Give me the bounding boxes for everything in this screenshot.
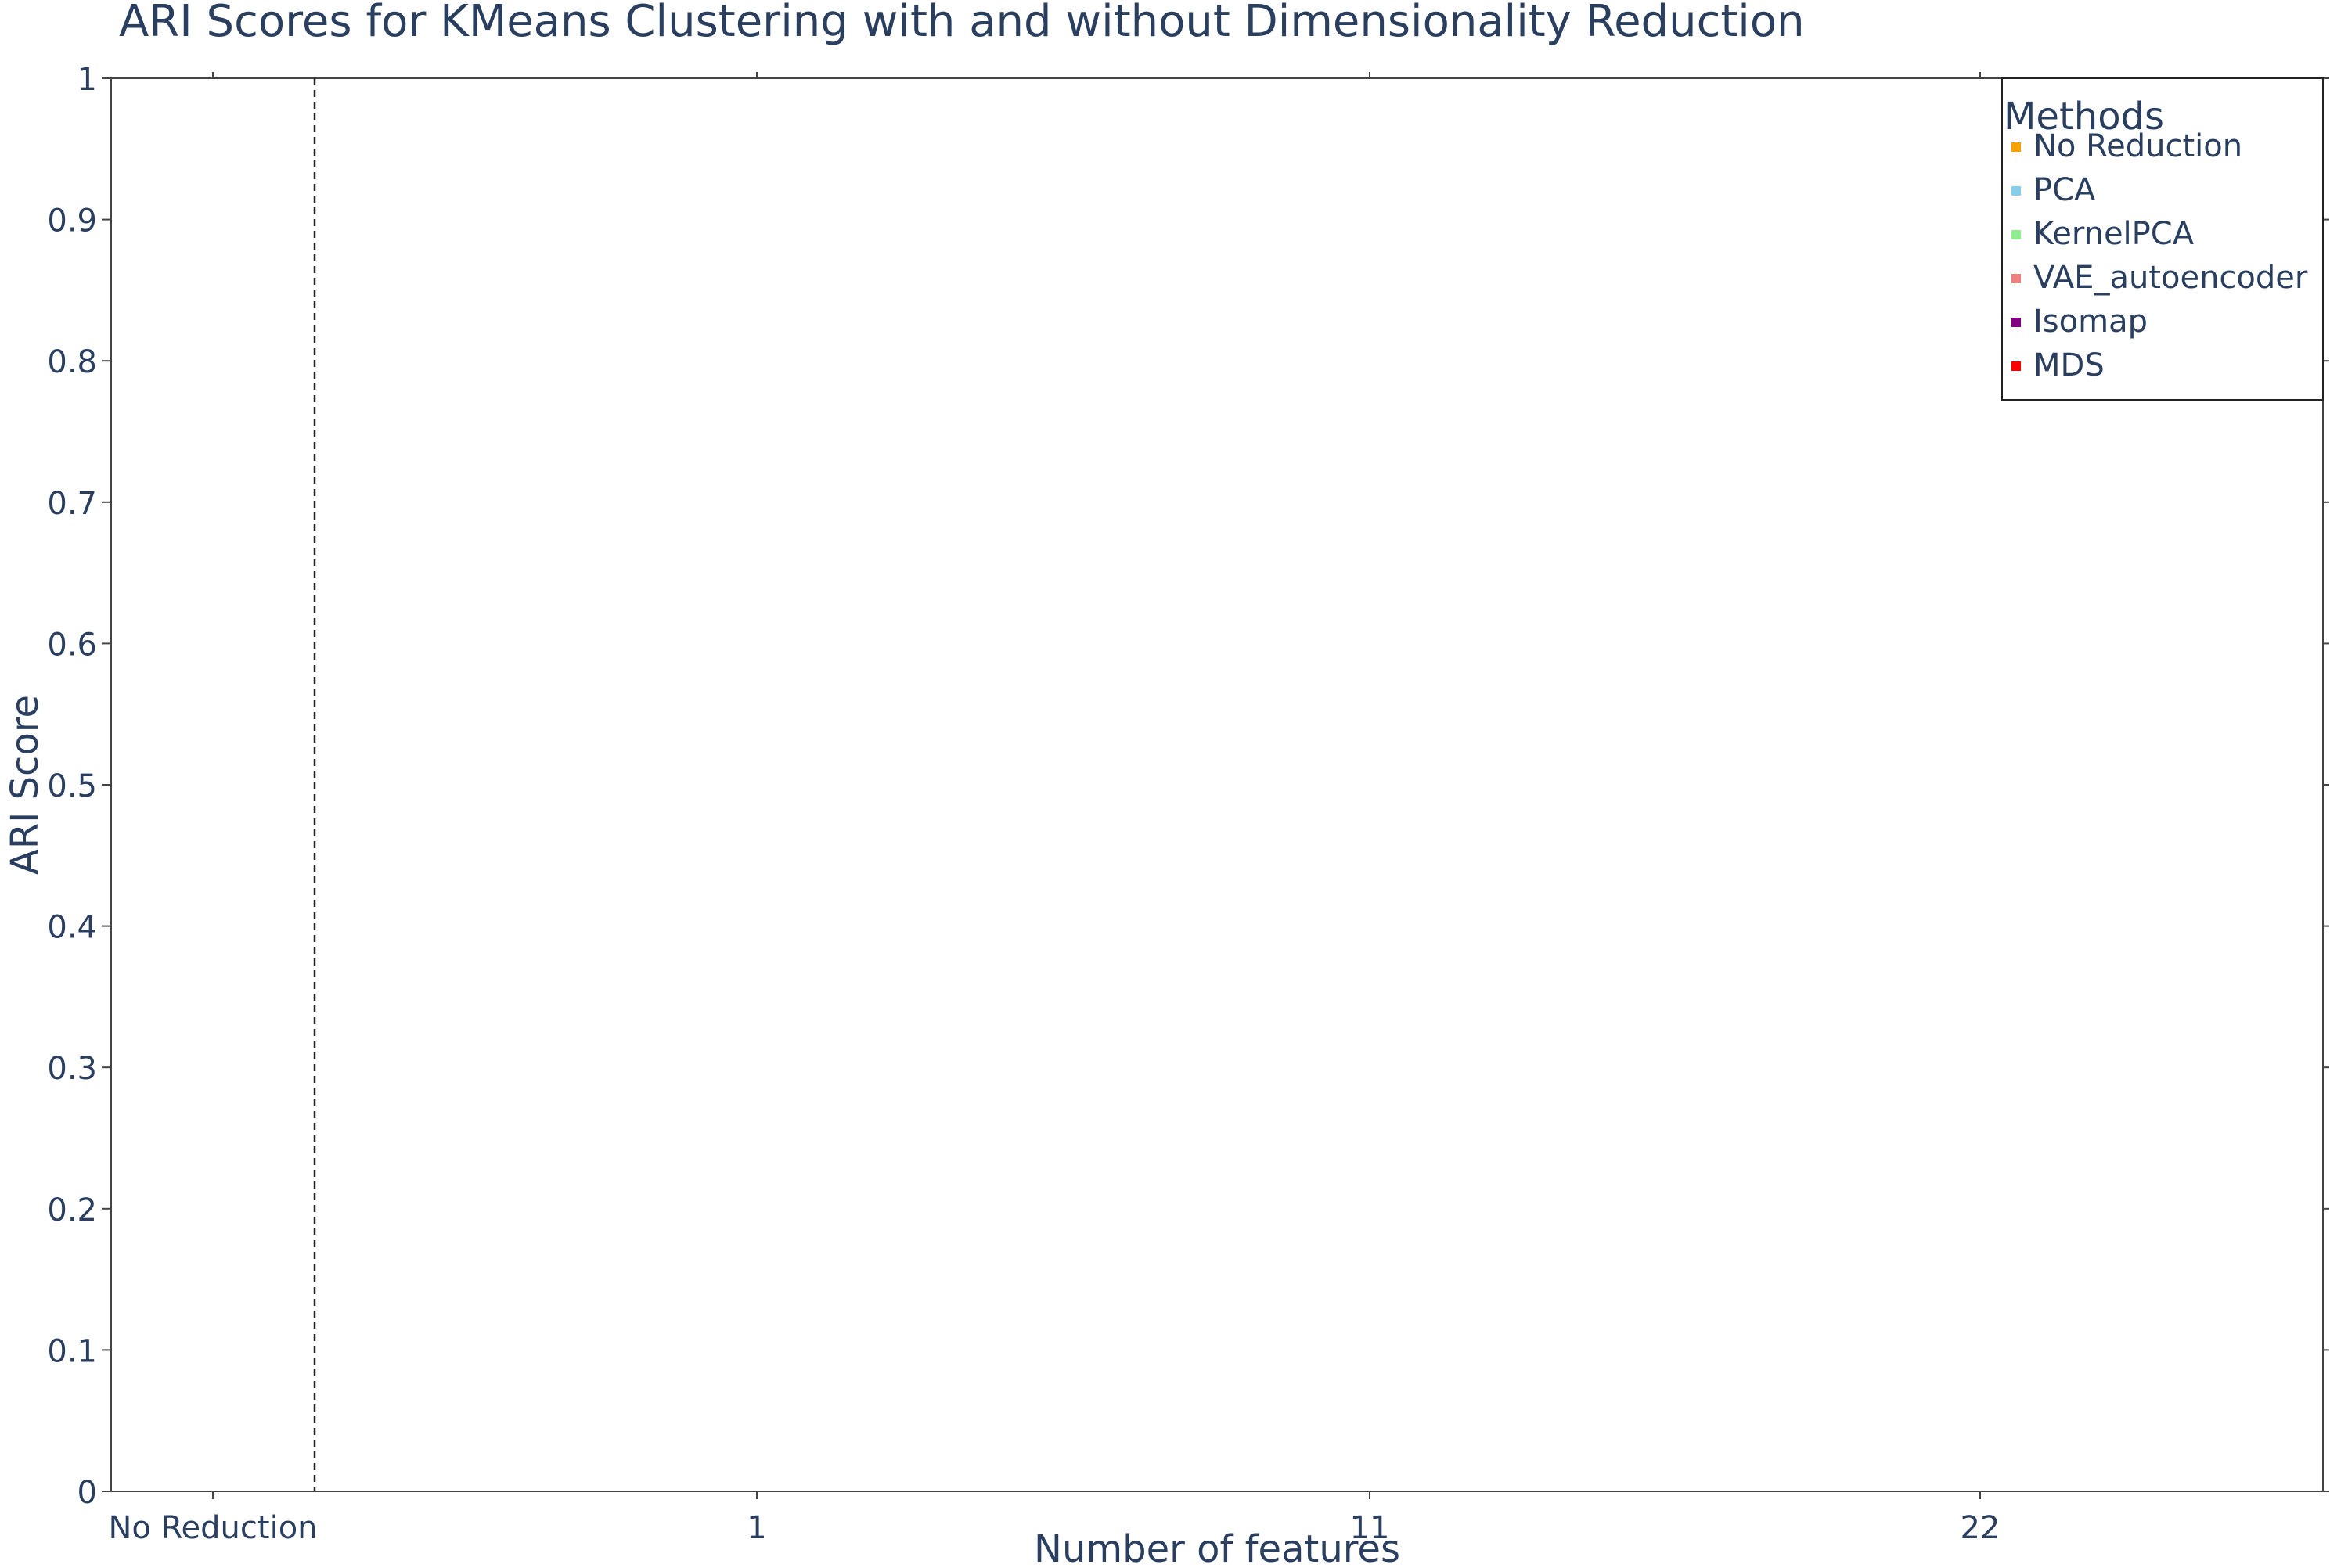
legend-box [2001,77,2324,401]
legend-swatch [2011,142,2021,152]
legend-entry-label: No Reduction [2033,128,2242,164]
y-tick-label: 1 [77,62,97,98]
legend-swatch [2011,318,2021,327]
y-tick-label: 0 [77,1475,97,1511]
legend-entry-label: KernelPCA [2033,216,2195,252]
y-tick-label: 0.3 [47,1051,97,1087]
legend-swatch [2011,230,2021,239]
x-tick-label: 22 [1961,1510,2000,1546]
plot-area [110,77,2324,1492]
legend: Methods No Reduction PCA KernelPCA VAE_auto… [2001,77,2324,401]
y-tick-label: 0.8 [47,344,97,380]
legend-swatch [2011,186,2021,196]
y-tick-label: 0.9 [47,203,97,239]
legend-entry-label: Isomap [2033,304,2148,340]
legend-entry-label: MDS [2033,347,2105,383]
x-tick-label: No Reduction [108,1510,317,1546]
x-axis-label: Number of features [1034,1527,1400,1565]
y-tick-label: 0.4 [47,910,97,946]
legend-entry-label: VAE_autoencoder [2033,260,2308,296]
x-tick-label: 1 [747,1510,766,1546]
plot-frame [110,77,2324,1492]
legend-swatch [2011,274,2021,283]
legend-entry-label: PCA [2033,172,2096,208]
y-tick-label: 0.5 [47,768,97,804]
y-axis: 0 0.1 0.2 0.3 0.4 0.5 0.6 0.7 0.8 0.9 1 [47,62,2329,1511]
legend-title: Methods [2004,95,2164,138]
legend-swatch [2011,361,2021,371]
legend-entries: No Reduction PCA KernelPCA VAE_autoencoder I… [2011,128,2308,383]
y-tick-label: 0.6 [47,627,97,663]
chart-title: ARI Scores for KMeans Clustering with an… [119,0,1805,47]
y-tick-label: 0.1 [47,1333,97,1369]
y-tick-label: 0.2 [47,1192,97,1228]
x-tick-label: 11 [1350,1510,1390,1546]
y-tick-label: 0.7 [47,486,97,522]
y-axis-label: ARI Score [3,695,47,875]
x-axis: No Reduction 1 11 22 [108,72,2000,1546]
